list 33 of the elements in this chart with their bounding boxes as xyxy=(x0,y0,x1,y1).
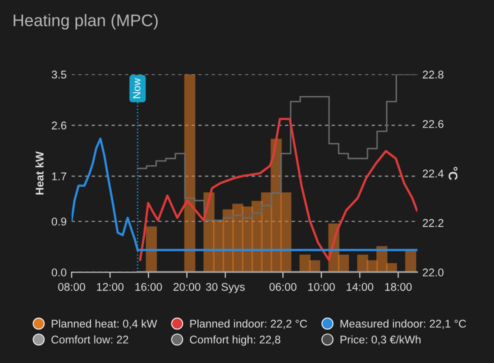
x-tick-label: 18:00 xyxy=(385,282,412,291)
x-tick-label: 30 Syys xyxy=(206,282,245,294)
x-tick-label: 14:00 xyxy=(346,282,374,291)
y2-tick-label: 22.4 xyxy=(422,170,444,178)
y2-tick-label: 22.0 xyxy=(422,268,444,276)
y-tick-label: 3.5 xyxy=(52,70,66,79)
legend-label: Comfort high: 22,8 xyxy=(190,335,280,346)
bar xyxy=(280,192,292,272)
y2-tick-label: 22.2 xyxy=(422,219,444,227)
chart-title: Heating plan (MPC) xyxy=(14,14,158,30)
legend-label: Price: 0,3 €/kWh xyxy=(340,335,420,345)
legend-label: Measured indoor: 22,1 °C xyxy=(340,319,466,329)
y2-tick-label: 22.8 xyxy=(422,70,444,79)
x-tick-label: 16:00 xyxy=(135,282,162,291)
bar xyxy=(184,74,196,272)
x-tick-label: 10:00 xyxy=(308,282,335,291)
x-tick-label: 08:00 xyxy=(58,282,86,291)
bar xyxy=(338,254,349,272)
y2-tick-label: 22.6 xyxy=(422,120,444,128)
y-tick-label: 2.6 xyxy=(52,122,66,130)
y-tick-label: 1.7 xyxy=(52,172,66,180)
legend-label: Planned indoor: 22,2 °C xyxy=(190,319,308,329)
x-tick-label: 20:00 xyxy=(174,282,200,291)
bar xyxy=(146,226,157,272)
y-tick-label: 0.0 xyxy=(52,268,66,276)
x-tick-label: 12:00 xyxy=(97,282,124,291)
y2-axis-title: °C xyxy=(448,166,458,180)
y-axis-title: Heat kW xyxy=(35,151,44,195)
legend-label: Comfort low: 22 xyxy=(51,335,128,344)
y-tick-label: 0.9 xyxy=(52,218,66,226)
legend-label: Planned heat: 0,4 kW xyxy=(52,319,158,329)
ref-line-label: Now xyxy=(133,78,140,98)
x-tick-label: 06:00 xyxy=(269,282,296,291)
